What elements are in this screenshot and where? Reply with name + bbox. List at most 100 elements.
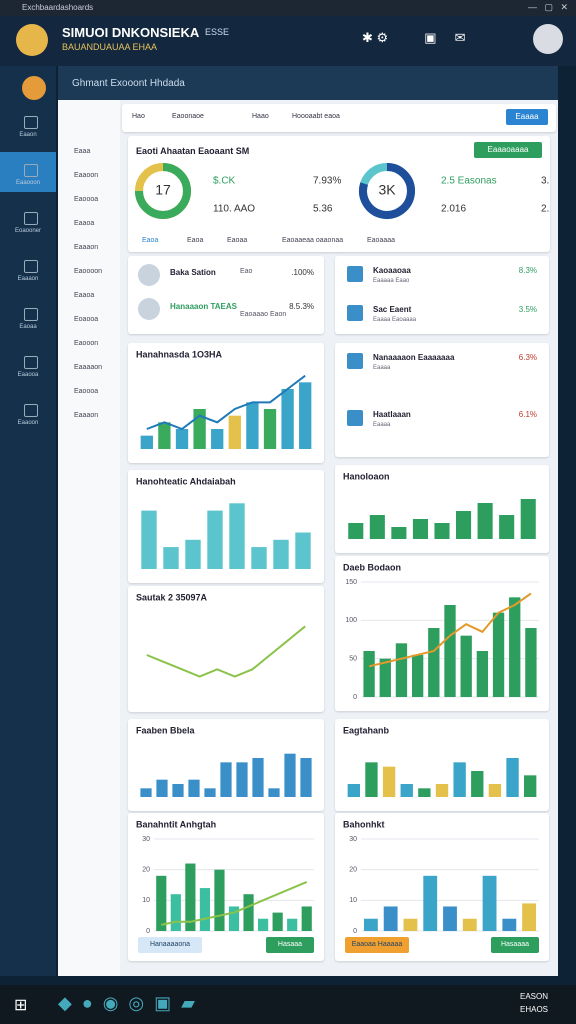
bar	[391, 527, 407, 539]
bar	[228, 415, 241, 449]
subnav-item[interactable]: Eaoooon	[74, 268, 103, 275]
subnav-item[interactable]: Eaoooa	[74, 388, 99, 395]
bar	[348, 523, 364, 539]
bar	[156, 779, 168, 797]
bar	[488, 784, 502, 797]
sidebar-label: Eoaooner	[14, 228, 42, 234]
bar	[185, 863, 196, 931]
bar	[273, 539, 289, 569]
chart-button[interactable]: Hasaaaa	[491, 937, 539, 953]
bar	[220, 762, 232, 797]
gauge-stat: 2.2.5%	[541, 204, 550, 215]
chart: Banahntit Anhgtah 0 10 20 30	[136, 819, 314, 935]
line	[146, 625, 306, 678]
summary-button[interactable]: Eaaaoaaaa	[474, 142, 542, 158]
subnav-item[interactable]: Eaoooa	[74, 196, 99, 203]
bar	[246, 402, 259, 449]
subnav-item[interactable]: Eoaooa	[74, 316, 99, 323]
subnav-item[interactable]: Eaaoa	[74, 292, 95, 299]
bar	[243, 894, 254, 931]
card: Baka Sation Eao .100% Hanaaaon TAEAS Eaoaaao…	[128, 256, 324, 334]
toolbar-tab: Hao	[132, 113, 145, 120]
subnav-item[interactable]: Eaaoa	[74, 220, 95, 227]
bar	[365, 762, 378, 797]
asset-icon	[347, 410, 363, 426]
summary-tab: Eaoa	[187, 237, 203, 244]
gauges: 17 $.CK 7.93% 110. AAO 5.36 3K 2.5 Easonas 3.7.…	[135, 163, 550, 244]
sidebar-label: Eaaaon	[17, 276, 39, 282]
bar	[272, 912, 283, 931]
bar	[520, 499, 536, 539]
toolbar-button[interactable]: Eaaaa	[506, 109, 548, 125]
bar	[460, 635, 472, 697]
chart-title: Hanoloaon	[343, 471, 390, 481]
subnav-item[interactable]: Eaaoon	[74, 172, 99, 179]
line	[368, 592, 532, 668]
subnav-item[interactable]: Eaaa	[74, 148, 91, 155]
subnav-item[interactable]: Eaaaaon	[74, 364, 103, 371]
subnav-item[interactable]: Eaaaon	[74, 244, 99, 251]
asset-name: Sac Eaent	[373, 305, 412, 314]
gauge-stat: 5.36	[313, 204, 333, 215]
sidebar-icon	[24, 404, 38, 417]
sidebar-label: Eaoaa	[19, 324, 37, 330]
chart: Daeb Bodaon 0 50 100 150	[343, 562, 539, 701]
toolbar-title: Ghmant Exooont Hhdada	[72, 78, 185, 89]
asset-note: Eaaaa	[373, 365, 391, 371]
bar	[263, 409, 277, 449]
asset-icon	[347, 266, 363, 282]
bar	[158, 422, 171, 449]
bar	[140, 435, 153, 449]
sidebar-label: Eaaon	[19, 132, 37, 138]
sidebar-icon	[24, 212, 38, 225]
bar	[395, 643, 408, 697]
icons[interactable]: ✱ ⚙ ▣ ✉	[362, 30, 466, 45]
bar	[482, 875, 497, 931]
bar	[188, 779, 200, 797]
start[interactable]: ⊞	[14, 997, 28, 1014]
window-title: Exchbaardashoards	[22, 3, 94, 12]
person-name: Hanaaaon TAEAS	[170, 302, 237, 311]
subnav-item[interactable]: Eaaaon	[74, 412, 99, 419]
user-avatar[interactable]	[533, 24, 563, 54]
bar	[214, 869, 225, 931]
chart-button[interactable]: Hanaaaaona	[138, 937, 202, 953]
sidebar-icon	[24, 164, 38, 177]
bar	[477, 503, 493, 539]
avatar[interactable]	[16, 24, 48, 56]
toolbar-tab: Hoooaabt eaoa	[292, 113, 340, 120]
apps[interactable]: ◆ ● ◉ ◎ ▣ ▰	[58, 993, 195, 1013]
card: Hanahnasda 1O3HA	[128, 343, 324, 463]
bar	[492, 612, 505, 697]
bar	[281, 389, 294, 449]
person-note: Eao	[240, 268, 253, 275]
bar	[444, 605, 456, 697]
chart: Faaben Bbela	[136, 725, 312, 797]
window-controls[interactable]: — ▢ ✕	[527, 2, 568, 12]
sidebar-label: Eaaoon	[17, 420, 39, 426]
asset-icon	[347, 353, 363, 369]
chart-button[interactable]: Hasaaa	[266, 937, 314, 953]
bar	[379, 658, 391, 697]
y-tick-label: 10	[349, 897, 357, 904]
sidebar-icon	[24, 260, 38, 273]
header-badge: ESSE	[205, 27, 230, 37]
bar	[252, 758, 264, 797]
asset-value: 8.3%	[518, 266, 537, 275]
y-tick-label: 150	[345, 579, 357, 586]
sidebar-icon	[24, 308, 38, 321]
chart-button[interactable]: Eaaoaa Haaaaa	[345, 937, 409, 953]
toolbar-tab: Eaoonaoe	[172, 113, 204, 120]
header-title: SIMUOI DNKONSIEKA	[62, 25, 200, 40]
bar	[524, 775, 537, 797]
subnav-item[interactable]: Eaooon	[74, 340, 99, 347]
bar	[170, 894, 181, 931]
card: Sautak 2 35097A	[128, 586, 324, 712]
card: Kaoaaoaa Eaaaaa Eaao 8.3% Sac Eaent Eaaaa Ea…	[335, 256, 549, 334]
gauge-stat: 110. AAO	[213, 204, 255, 215]
bar	[418, 788, 431, 797]
person-value: .100%	[291, 268, 314, 277]
bar	[428, 628, 440, 697]
person-avatar	[138, 264, 160, 286]
bar	[207, 510, 223, 569]
